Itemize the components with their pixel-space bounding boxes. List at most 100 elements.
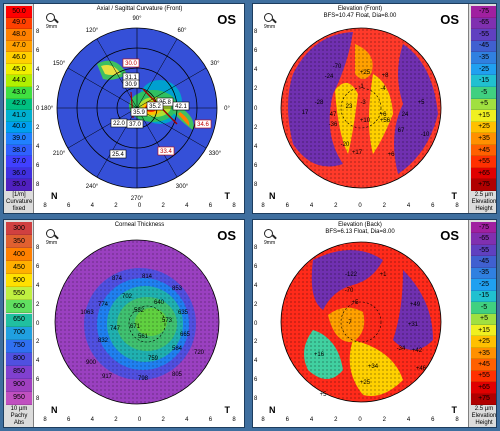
scale-swatch: 37.0 (6, 156, 32, 168)
elevation-front-map-area[interactable]: Elevation (Front) BFS=10.47 Float, Dia=8.… (253, 4, 467, 213)
eye-label: OS (440, 228, 459, 243)
scale-footer-line: Curvature (6, 199, 33, 205)
pachy-map-area[interactable]: Corneal Thickness 9mm OS 874 814 853 1063 77… (35, 220, 244, 427)
x-tick-label: 8 (43, 203, 47, 209)
map-value-label: -28 (315, 100, 324, 106)
map-value-label: -34 (397, 346, 406, 352)
nasal-label: N (269, 191, 276, 201)
y-tick-label: 8 (254, 182, 258, 188)
color-scale-elevation-front: -75 -65 -55 -45 -35 -25 -15 -5 +5 +15 +25 +35 +45 +55… (468, 4, 496, 213)
scale-swatch: +25 (471, 336, 496, 348)
scale-swatch: 400 (6, 248, 32, 262)
x-axis: 8 6 4 2 0 2 4 6 8 (43, 203, 235, 211)
eye-label: OS (217, 12, 236, 27)
y-tick-label: 8 (254, 396, 258, 402)
value-box (194, 119, 212, 129)
x-tick-label: 0 (137, 203, 142, 209)
scale-swatch: 42.0 (6, 98, 32, 111)
x-tick-label: 4 (309, 417, 314, 423)
y-tick-label: 0 (254, 105, 258, 112)
scale-swatch: +45 (471, 144, 496, 157)
scale-footer-line: Height (475, 206, 493, 212)
map-value-label: 35.8 (159, 100, 171, 106)
map-value-label: +56 (380, 118, 391, 124)
zoom-icon[interactable]: 9mm (264, 13, 280, 33)
scale-swatch: 700 (6, 326, 32, 340)
map-value-label: 17 (302, 110, 309, 116)
scale-swatch: 950 (6, 391, 32, 405)
value-box (130, 107, 148, 117)
y-tick-label: 0 (36, 320, 40, 327)
value-box (146, 101, 164, 111)
map-value-label: +8 (382, 73, 390, 79)
scale-footer-line: 10 µm (10, 406, 28, 412)
scale-footer-line: Elevation (471, 413, 497, 419)
map-value-label: 30.0 (125, 61, 137, 67)
scale-footer-line: Height (475, 420, 493, 426)
map-value-label: 805 (172, 372, 183, 378)
map-value-label: 561 (138, 334, 149, 340)
x-axis: 8 6 4 2 0 2 4 6 8 (261, 417, 458, 425)
scale-swatch: 43.0 (6, 86, 32, 99)
scale-swatch: +55 (471, 370, 496, 383)
scale-swatch: +75 (471, 179, 496, 191)
scale-footer: 2.5 µm Elevation Height (471, 192, 497, 213)
x-tick-label: 6 (208, 417, 213, 423)
scale-swatch: 600 (6, 300, 32, 314)
scale-swatch: -35 (471, 267, 496, 280)
pachy-map: 874 814 853 1063 774 702 640 747 582 573 635 832 671… (54, 239, 220, 405)
y-tick-label: 6 (36, 48, 40, 55)
scale-swatch: -15 (471, 290, 496, 303)
map-value-label: 635 (178, 310, 189, 316)
value-box (157, 146, 175, 156)
panel-axial-curvature[interactable]: 50.0 49.0 48.0 47.0 46.0 45.0 44.0 43.0 42.0 41.0… (3, 3, 245, 214)
x-axis: 8 6 4 2 0 2 4 6 8 (43, 417, 235, 425)
scale-swatch: 36.0 (6, 167, 32, 180)
scale-footer-line: Elevation (471, 199, 497, 205)
scale-footer-line: Abs (13, 420, 25, 426)
y-axis: 8 6 4 2 0 2 4 6 8 (254, 245, 262, 402)
map-value-label: +10 (360, 118, 371, 124)
map-value-label: 35.2 (149, 104, 161, 110)
scale-swatch: -35 (471, 52, 496, 64)
zoom-icon[interactable]: 9mm (46, 229, 62, 249)
scale-swatch: +5 (471, 313, 496, 325)
map-value-label: 774 (98, 302, 109, 308)
x-tick-label: 8 (455, 203, 459, 209)
zoom-icon[interactable]: 9mm (46, 13, 62, 33)
y-tick-label: 4 (254, 358, 258, 365)
x-tick-label: 4 (185, 203, 189, 209)
map-value-label: 35.9 (133, 110, 145, 116)
scale-swatch: -5 (471, 302, 496, 314)
panel-elevation-back[interactable]: Elevation (Back) BFS=6.13 Float, Dia=8.00… (252, 219, 497, 428)
scale-swatch: -75 (471, 6, 496, 18)
scale-swatch: +75 (471, 393, 496, 405)
map-value-label: -36 (329, 122, 338, 128)
map-value-label: 30.9 (125, 82, 137, 88)
eye-label: OS (217, 228, 236, 243)
y-tick-label: 4 (254, 67, 258, 74)
y-tick-label: 2 (36, 124, 40, 131)
panel-corneal-thickness[interactable]: 300 350 400 450 500 550 600 650 700 750 800 850 900 9… (3, 219, 245, 428)
scale-swatch: 500 (6, 274, 32, 288)
panel-title: Corneal Thickness (114, 222, 165, 228)
map-value-label: 573 (162, 318, 173, 324)
map-value-label: 853 (172, 286, 183, 292)
x-axis: 8 6 4 2 0 2 4 6 8 (261, 203, 459, 211)
map-value-label: +1 (380, 272, 388, 278)
scale-swatch: 48.0 (6, 29, 32, 41)
scale-footer-line: [1/m] (12, 192, 26, 198)
map-value-label: -10 (421, 132, 430, 138)
eye-label: OS (440, 12, 459, 27)
y-tick-label: 8 (254, 245, 258, 251)
y-tick-label: 0 (36, 105, 40, 112)
y-tick-label: 6 (254, 377, 258, 384)
scale-swatch: +45 (471, 359, 496, 371)
scale-swatch: 750 (6, 339, 32, 353)
zoom-icon[interactable]: 9mm (264, 229, 280, 249)
panel-elevation-front[interactable]: Elevation (Front) BFS=10.47 Float, Dia=8.… (252, 3, 497, 214)
map-value-label: +6 (380, 112, 388, 118)
curvature-map-area[interactable]: Axial / Sagittal Curvature (Front) 9mm O… (35, 4, 244, 213)
map-value-label: 37.0 (129, 122, 141, 128)
elevation-back-map-area[interactable]: Elevation (Back) BFS=6.13 Float, Dia=8.00… (253, 220, 467, 427)
